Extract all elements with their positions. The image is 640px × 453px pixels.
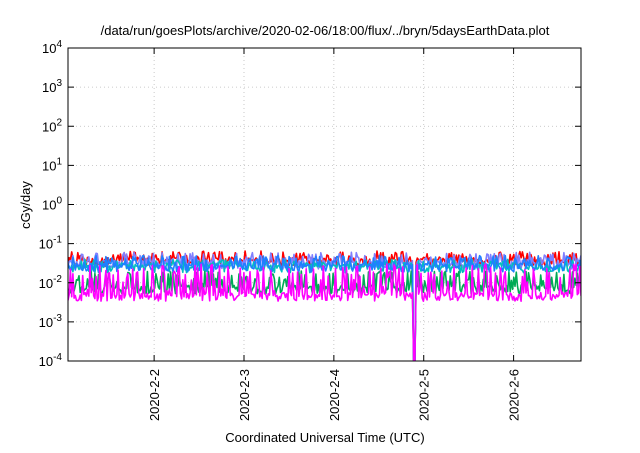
x-tick-label: 2020-2-6 [507, 369, 522, 421]
y-tick-label: 102 [42, 117, 62, 134]
x-tick-label: 2020-2-5 [417, 369, 432, 421]
x-tick-label: 2020-2-3 [237, 369, 252, 421]
data-series-line [68, 263, 581, 361]
y-tick-label: 10-4 [39, 352, 63, 369]
data-series-group [68, 250, 581, 361]
y-tick-label: 101 [42, 156, 62, 173]
data-series-line [68, 254, 581, 361]
axis-ticks: 10-4 10-3 10-2 10-1 100 101 102 103 104 2020-2-2 2… [39, 39, 581, 421]
y-axis-label: cGy/day [18, 181, 33, 229]
x-axis-label: Coordinated Universal Time (UTC) [225, 430, 424, 445]
chart-title: /data/run/goesPlots/archive/2020-02-06/1… [101, 23, 550, 38]
x-tick-label: 2020-2-4 [327, 369, 342, 421]
y-tick-label: 10-3 [39, 313, 63, 330]
y-tick-label: 103 [42, 78, 62, 95]
y-tick-label: 10-1 [39, 235, 63, 252]
y-tick-label: 100 [42, 196, 62, 213]
grid-lines [68, 47, 581, 362]
y-tick-label: 104 [42, 39, 62, 56]
y-tick-label: 10-2 [39, 274, 63, 291]
x-tick-label: 2020-2-2 [147, 369, 162, 421]
